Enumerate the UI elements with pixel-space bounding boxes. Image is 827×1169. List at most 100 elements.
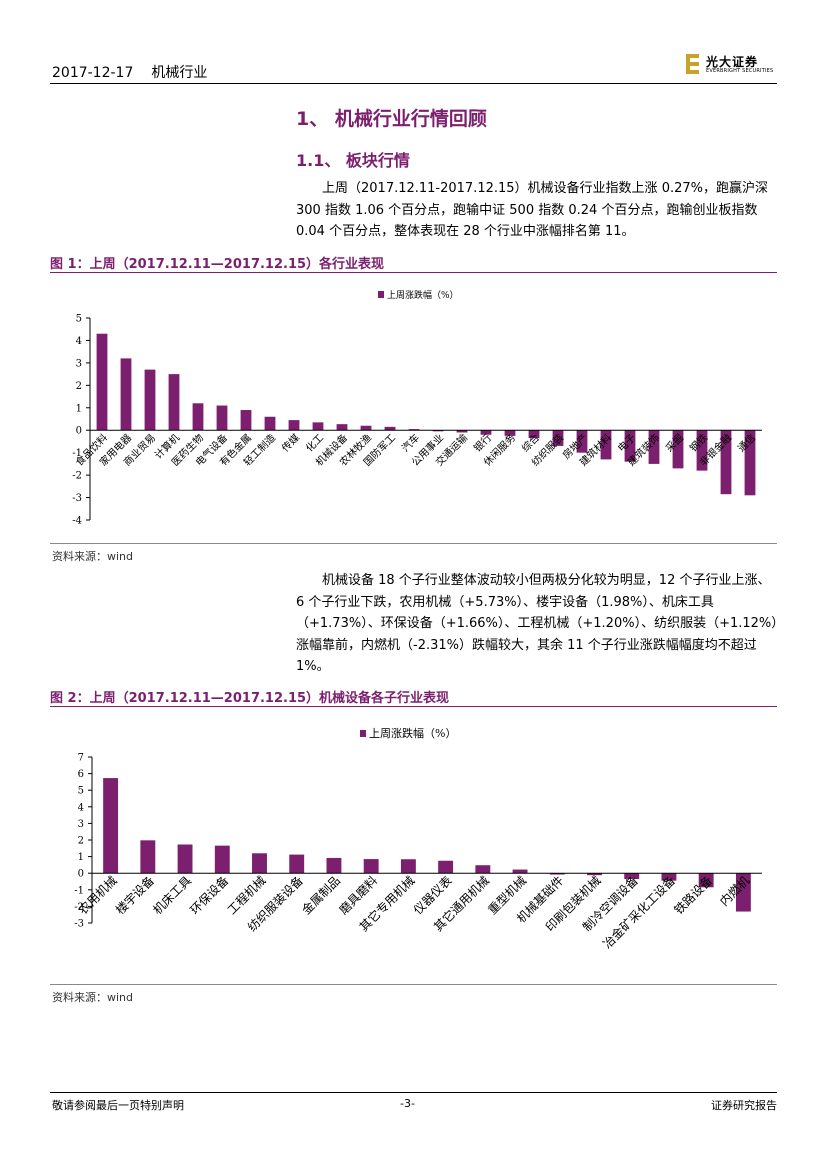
bar [576, 430, 588, 453]
bar [214, 845, 230, 874]
bar [552, 430, 564, 446]
footer-rule [50, 1092, 777, 1093]
bar [624, 873, 640, 880]
y-tick-label: -3 [74, 919, 84, 930]
legend-swatch [360, 730, 366, 737]
bar [661, 873, 677, 881]
bar [336, 424, 348, 431]
bar [144, 369, 156, 431]
bar [744, 430, 756, 496]
figure-1-chart: 上周涨跌幅（%）-4-3-2-1012345食品饮料家用电器商业贸易计算机医药生… [72, 289, 762, 527]
bar [168, 374, 180, 431]
bar [192, 403, 204, 431]
figure-1-source-rule [50, 543, 777, 544]
y-tick-label: 6 [78, 769, 84, 780]
footer-disclaimer: 敬请参阅最后一页特别声明 [52, 1099, 184, 1112]
bar [216, 405, 228, 431]
bar [672, 430, 684, 469]
figure-1-title: 图 1：上周（2017.12.11—2017.12.15）各行业表现 [50, 257, 385, 272]
y-tick-label: 3 [76, 358, 82, 369]
legend-swatch [378, 291, 384, 298]
category-label: 环保设备 [188, 873, 232, 917]
bar [698, 873, 714, 888]
page-number: -3- [400, 1097, 415, 1110]
bar [549, 873, 565, 875]
bar [312, 422, 324, 431]
y-tick-label: 0 [76, 426, 82, 437]
y-tick-label: 2 [78, 836, 84, 847]
bar [384, 426, 396, 431]
bar [363, 859, 379, 874]
bar [456, 430, 468, 433]
y-tick-label: 1 [76, 403, 82, 414]
bar [624, 430, 636, 462]
bar [648, 430, 660, 464]
bar [432, 430, 444, 432]
bar [408, 429, 420, 431]
chart-legend: 上周涨跌幅（%） [378, 289, 459, 301]
y-tick-label: 5 [78, 786, 84, 797]
logo-text-en: EVERBRIGHT SECURITIES [706, 68, 774, 74]
y-tick-label: 0 [78, 869, 84, 880]
bar [475, 865, 491, 874]
y-tick-label: -2 [74, 902, 84, 913]
figure-2-source: 资料来源：wind [52, 991, 134, 1004]
bar [252, 853, 267, 874]
paragraph-2-text: 机械设备 18 个子行业整体波动较小但两极分化较为明显，12 个子行业上涨、6 … [296, 573, 778, 674]
y-tick-label: 4 [76, 336, 82, 347]
y-tick-label: -1 [74, 885, 84, 896]
y-tick-label: 5 [76, 314, 82, 325]
bar [438, 860, 454, 874]
logo-text-cn: 光大证券 [706, 55, 759, 69]
bar [288, 420, 300, 431]
category-label: 金属制品 [299, 873, 344, 918]
category-label: 楼宇设备 [112, 873, 157, 918]
y-tick-label: 7 [78, 753, 84, 764]
bar [326, 857, 342, 874]
y-tick-label: 1 [78, 852, 84, 863]
paragraph-1: 上周（2017.12.11-2017.12.15）机械设备行业指数上涨 0.27… [296, 178, 778, 243]
bar [240, 410, 252, 431]
bar [696, 430, 708, 471]
page-header: 2017-12-17 机械行业 [52, 62, 225, 82]
y-tick-label: -1 [72, 448, 82, 459]
paragraph-1-text: 上周（2017.12.11-2017.12.15）机械设备行业指数上涨 0.27… [296, 181, 768, 239]
bar [735, 873, 751, 912]
bar [96, 333, 108, 431]
y-tick-label: -2 [72, 471, 82, 482]
bar [480, 430, 492, 435]
y-tick-label: -3 [72, 493, 82, 504]
bar [264, 416, 276, 431]
figure-2-title: 图 2：上周（2017.12.11—2017.12.15）机械设备各子行业表现 [50, 691, 450, 706]
bar [720, 430, 732, 495]
report-industry: 机械行业 [151, 65, 208, 81]
footer-report-type: 证券研究报告 [711, 1099, 777, 1112]
bar [512, 869, 528, 874]
legend-label: 上周涨跌幅（%） [387, 289, 459, 301]
bar [504, 430, 516, 436]
y-tick-label: 2 [76, 381, 82, 392]
header-rule [50, 83, 777, 84]
y-tick-label: -4 [72, 516, 82, 527]
bar [587, 873, 602, 876]
bar [120, 358, 132, 431]
bar [360, 425, 372, 431]
figure-1-rule [50, 272, 777, 273]
bar [528, 430, 540, 439]
y-tick-label: 3 [78, 819, 84, 830]
figure-2-source-rule [50, 984, 777, 985]
section-title: 1、 机械行业行情回顾 [296, 108, 487, 130]
legend-label: 上周涨跌幅（%） [369, 726, 456, 740]
bar [400, 859, 416, 874]
category-label: 铁路设备 [671, 873, 716, 918]
figure-2-rule [50, 706, 777, 707]
figure-1-source: 资料来源：wind [52, 550, 134, 563]
bar [177, 844, 193, 874]
bar [289, 854, 305, 874]
bar [103, 778, 119, 874]
figure-2-chart: 上周涨跌幅（%）-3-2-101234567农用机械楼宇设备机床工具环保设备工程… [74, 726, 762, 951]
category-label: 传媒 [279, 432, 302, 455]
chart-legend: 上周涨跌幅（%） [360, 726, 456, 740]
category-label: 机床工具 [150, 873, 194, 917]
y-tick-label: 4 [78, 802, 84, 813]
